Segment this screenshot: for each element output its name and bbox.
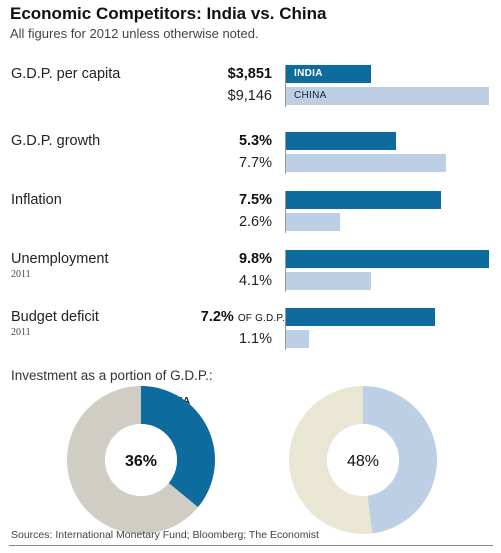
- donut-remainder-china: [288, 386, 373, 534]
- donut-slice-china: [363, 386, 437, 534]
- bar-axis: [285, 191, 286, 233]
- bar-axis: [285, 132, 286, 174]
- investment-title: Investment as a portion of G.D.P.:: [11, 368, 213, 383]
- india-bar: INDIA: [286, 65, 372, 83]
- donut-value-china: 48%: [347, 453, 379, 470]
- china-value: $9,146: [227, 88, 272, 104]
- bottom-rule: [9, 545, 493, 546]
- india-value-text: $3,851: [227, 66, 272, 82]
- donut-hole: [327, 424, 399, 496]
- category-note: 2011: [11, 269, 31, 280]
- donut-slice-india: [141, 386, 215, 508]
- legend-india: INDIA: [294, 68, 323, 79]
- india-value-text: 7.5%: [238, 192, 272, 208]
- india-bar: [286, 308, 436, 326]
- chart-title: Economic Competitors: India vs. China: [10, 4, 327, 23]
- china-bar: [286, 272, 371, 290]
- india-value: 9.8%: [239, 251, 272, 267]
- china-bar: [286, 330, 309, 348]
- china-value: 2.6%: [238, 214, 272, 230]
- india-value: 5.3%: [239, 133, 272, 149]
- legend-china: CHINA: [294, 90, 327, 101]
- donut-hole: [105, 424, 177, 496]
- bar-axis: [285, 250, 286, 292]
- source-note: Sources: International Monetary Fund; Bl…: [11, 529, 319, 541]
- category-label: G.D.P. per capita: [11, 66, 121, 82]
- india-value-text: 7.2%: [200, 309, 234, 325]
- china-bar: CHINA: [286, 87, 489, 105]
- china-value: 7.7%: [238, 155, 272, 171]
- china-bar: [286, 154, 446, 172]
- india-value-text: 9.8%: [238, 251, 272, 267]
- bar-axis: [285, 65, 286, 107]
- india-value-text: 5.3%: [238, 133, 272, 149]
- china-value: 1.1%: [238, 331, 272, 347]
- china-bar: [286, 213, 340, 231]
- category-label: Inflation: [11, 192, 62, 208]
- category-label: Unemployment: [11, 251, 109, 267]
- donut-remainder-india: [66, 386, 199, 534]
- india-value: $3,851: [228, 66, 272, 82]
- india-bar: [286, 250, 489, 268]
- india-value: 7.5%: [239, 192, 272, 208]
- india-bar: [286, 191, 442, 209]
- india-value: 7.2% OF G.D.P.: [201, 309, 285, 325]
- chart-subtitle: All figures for 2012 unless otherwise no…: [10, 26, 259, 41]
- india-bar: [286, 132, 396, 150]
- category-label: Budget deficit: [11, 309, 99, 325]
- category-note: 2011: [11, 327, 31, 338]
- india-value-suffix: OF G.D.P.: [237, 313, 285, 324]
- donut-value-india: 36%: [125, 453, 157, 470]
- bar-axis: [285, 308, 286, 350]
- category-label: G.D.P. growth: [11, 133, 101, 149]
- china-value: 4.1%: [238, 273, 272, 289]
